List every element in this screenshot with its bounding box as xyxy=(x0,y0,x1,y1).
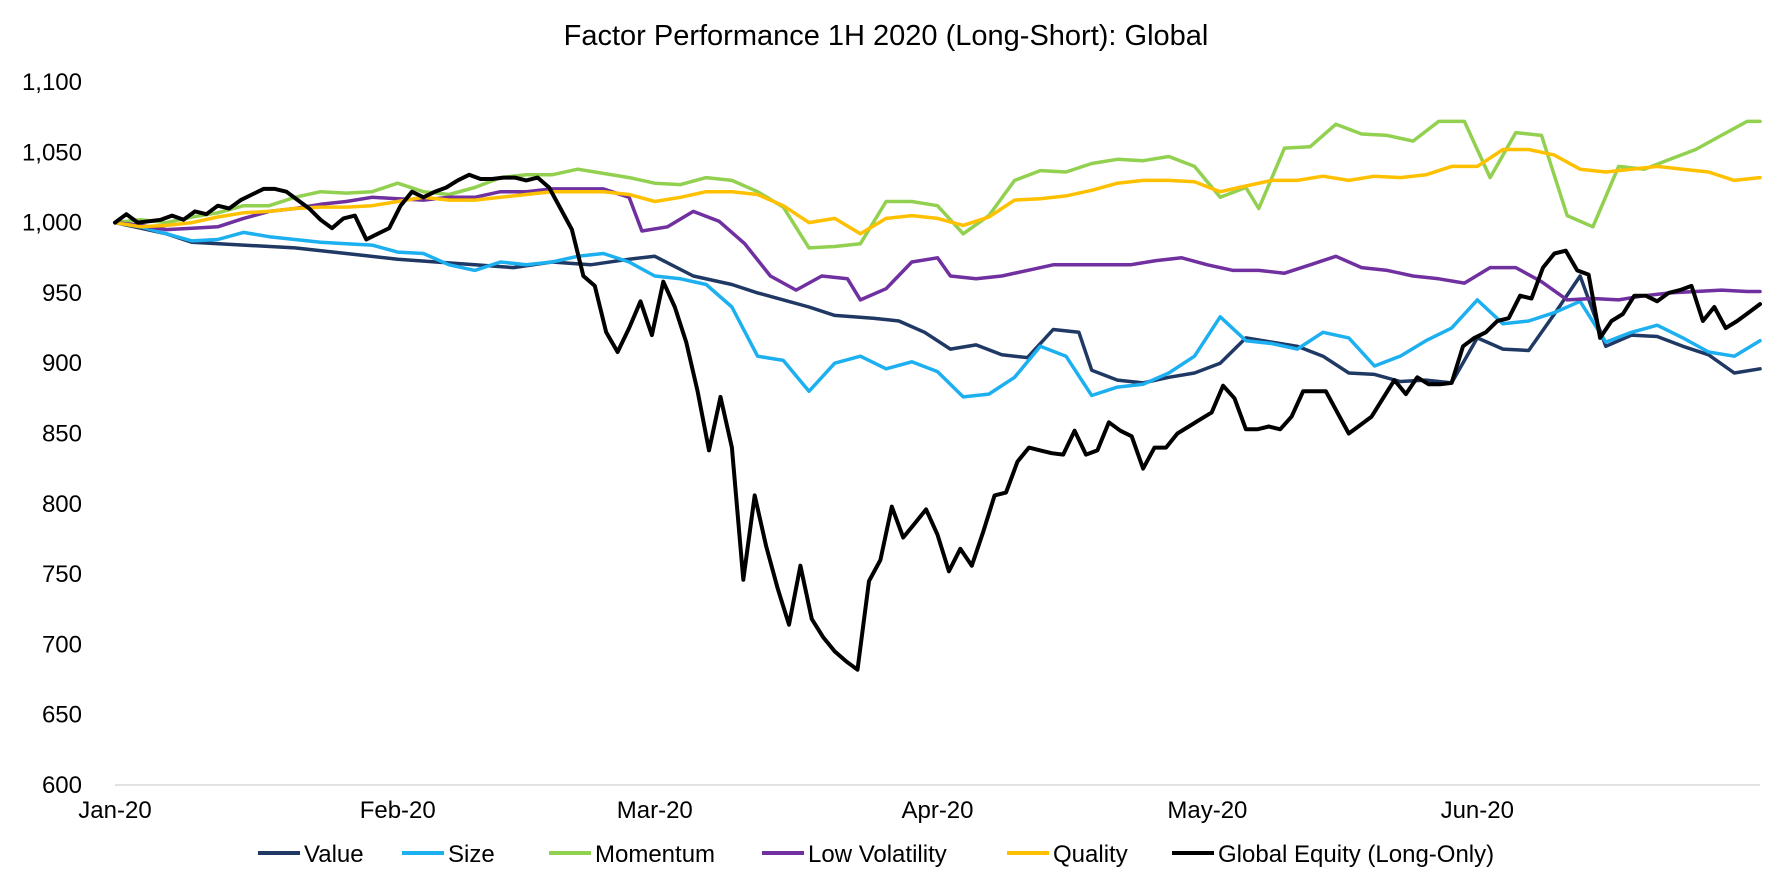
y-tick-label: 1,100 xyxy=(22,69,82,96)
y-tick-label: 1,000 xyxy=(22,210,82,237)
y-tick-label: 900 xyxy=(42,350,82,377)
x-tick-label: Feb-20 xyxy=(360,797,436,824)
plot-area xyxy=(113,119,1762,672)
series-line-low-volatility xyxy=(113,187,1762,302)
legend-label: Value xyxy=(304,841,364,868)
legend-label: Low Volatility xyxy=(808,841,947,868)
x-tick-label: Mar-20 xyxy=(617,797,693,824)
legend: Value Size Momentum Low Volatility Quality Gl… xyxy=(258,841,1494,868)
y-tick-label: 600 xyxy=(42,772,82,799)
legend-label: Size xyxy=(448,841,495,868)
x-tick-label: Jun-20 xyxy=(1441,797,1514,824)
y-tick-label: 1,050 xyxy=(22,139,82,166)
y-tick-label: 700 xyxy=(42,631,82,658)
x-tick-label: Apr-20 xyxy=(901,797,973,824)
legend-label: Quality xyxy=(1053,841,1128,868)
x-axis-ticks: Jan-20 Feb-20 Mar-20 Apr-20 May-20 Jun-20 xyxy=(78,797,1514,824)
x-tick-label: Jan-20 xyxy=(78,797,151,824)
chart-title: Factor Performance 1H 2020 (Long-Short):… xyxy=(564,20,1209,52)
series-line-size xyxy=(113,220,1762,399)
y-tick-label: 800 xyxy=(42,491,82,518)
legend-label: Momentum xyxy=(595,841,715,868)
y-tick-label: 650 xyxy=(42,702,82,729)
x-tick-label: May-20 xyxy=(1167,797,1247,824)
y-axis-ticks: 600 650 700 750 800 850 900 950 1,000 1,050 1,100 xyxy=(22,69,82,799)
y-tick-label: 950 xyxy=(42,280,82,307)
series-line-global-equity-long-only xyxy=(113,172,1762,672)
series-line-quality xyxy=(113,147,1762,236)
y-tick-label: 750 xyxy=(42,561,82,588)
series-line-momentum xyxy=(113,119,1762,250)
series-line-value xyxy=(113,220,1762,385)
legend-label: Global Equity (Long-Only) xyxy=(1218,841,1494,868)
y-tick-label: 850 xyxy=(42,421,82,448)
